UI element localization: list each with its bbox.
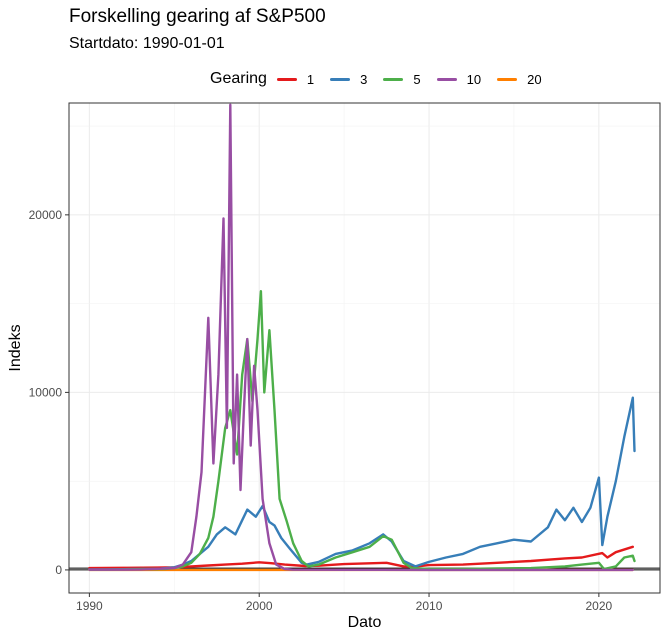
legend-item-10: 10	[436, 71, 482, 87]
series-line-1	[88, 545, 634, 570]
x-tick-label: 2000	[246, 599, 273, 613]
x-axis-title: Dato	[348, 614, 382, 631]
series-line-3	[88, 396, 636, 571]
y-tick-label: 10000	[29, 385, 63, 399]
series-line-5	[88, 290, 636, 571]
x-tick-label: 1990	[76, 599, 103, 613]
y-tick-label: 20000	[29, 208, 63, 222]
x-tick-label: 2010	[416, 599, 443, 613]
axis-ticks	[65, 214, 600, 597]
legend-item-1: 1	[276, 71, 315, 87]
chart-subtitle: Startdato: 1990-01-01	[69, 35, 225, 52]
legend-title: Gearing	[210, 70, 267, 87]
x-tick-label: 2020	[586, 599, 613, 613]
legend-key-5	[383, 77, 404, 81]
grid	[69, 103, 660, 593]
legend-item-20: 20	[497, 71, 542, 87]
plot-panel-border	[68, 102, 661, 594]
legend-key-10	[436, 77, 457, 81]
axis-tick-labels: 1990 2000 2010 2020 0 10000 20000	[29, 208, 613, 613]
legend-key-1	[276, 77, 297, 81]
legend-key-3	[330, 77, 351, 81]
legend-label-5: 5	[413, 71, 421, 87]
chart-title: Forskelling gearing af S&P500	[69, 6, 326, 27]
series-line-10	[88, 103, 634, 572]
legend-key-20	[497, 77, 518, 81]
legend-item-3: 3	[330, 72, 367, 87]
legend: Gearing 1 3 5 10 20	[210, 68, 558, 90]
legend-item-5: 5	[383, 71, 421, 87]
y-tick-label: 0	[55, 563, 62, 577]
legend-label-3: 3	[360, 71, 368, 87]
legend-label-20: 20	[527, 71, 542, 87]
series-lines	[88, 103, 636, 572]
y-axis-title: Indeks	[7, 324, 24, 371]
legend-label-1: 1	[306, 71, 315, 87]
legend-label-10: 10	[466, 71, 482, 87]
